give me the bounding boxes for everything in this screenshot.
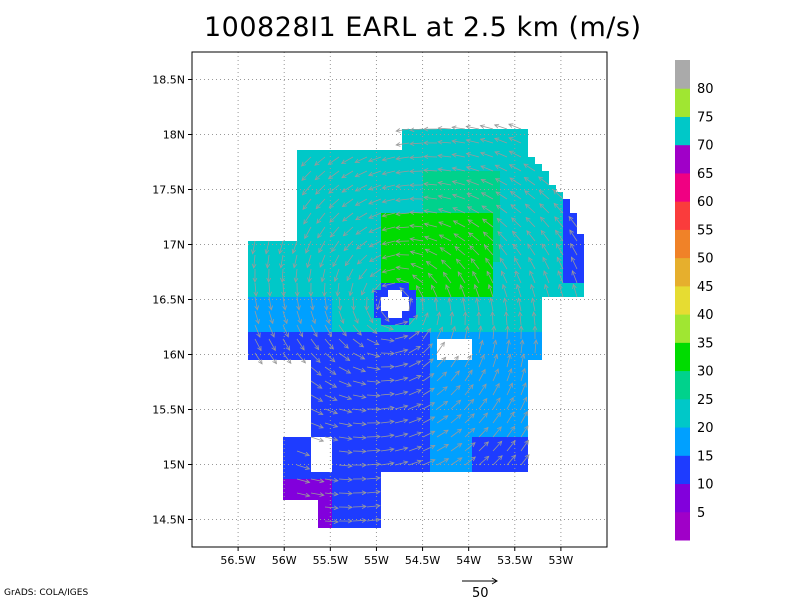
footer-credit: GrADS: COLA/IGES: [4, 588, 89, 598]
colorbar-label: 35: [697, 336, 714, 351]
colorbar-swatch: [675, 88, 690, 117]
colorbar-swatch: [675, 483, 690, 513]
colorbar-label: 50: [697, 252, 714, 267]
lon-tick-label: 55.5W: [313, 554, 348, 567]
colorbar-label: 15: [697, 449, 714, 464]
lon-tick-label: 55W: [364, 554, 389, 567]
lat-tick-label: 16N: [163, 349, 185, 362]
lon-tick-label: 54W: [456, 554, 481, 567]
colorbar-label: 10: [697, 478, 714, 493]
wind-vectors: [251, 123, 578, 524]
lat-tick-label: 15N: [163, 459, 185, 472]
lat-tick-label: 16.5N: [152, 294, 185, 307]
colorbar-label: 45: [697, 280, 714, 295]
lat-tick-label: 14.5N: [152, 514, 185, 527]
colorbar-swatch: [675, 116, 690, 146]
colorbar-swatch: [675, 60, 690, 89]
latitude-axis: 18.5N 18N 17.5N 17N 16.5N 16N 15.5N 15N 14.5N: [152, 74, 192, 527]
colorbar-swatch: [675, 370, 690, 400]
colorbar-label: 25: [697, 393, 714, 408]
colorbar-swatch: [675, 229, 690, 259]
colorbar-label: 60: [697, 195, 714, 210]
colorbar-label: 65: [697, 167, 714, 182]
longitude-axis: 56.5W 56W 55.5W 55W 54.5W 54W 53.5W 53W: [220, 547, 573, 567]
colorbar-swatch: [675, 144, 690, 174]
lat-tick-label: 17.5N: [152, 184, 185, 197]
colorbar-label: 80: [697, 82, 714, 97]
colorbar-swatch: [675, 201, 690, 230]
colorbar-swatch: [675, 455, 690, 485]
lon-tick-label: 56W: [272, 554, 297, 567]
colorbar-label: 55: [697, 223, 714, 238]
lat-tick-label: 15.5N: [152, 404, 185, 417]
lon-tick-label: 53.5W: [497, 554, 532, 567]
lon-tick-label: 56.5W: [220, 554, 255, 567]
lon-tick-label: 54.5W: [405, 554, 440, 567]
lon-tick-label: 53W: [548, 554, 573, 567]
colorbar-label: 75: [697, 110, 714, 125]
colorbar-swatch: [675, 257, 690, 287]
colorbar-label: 40: [697, 308, 714, 323]
colorbar-label: 5: [697, 506, 705, 521]
lat-tick-label: 18.5N: [152, 74, 185, 87]
wind-speed-field: [248, 129, 584, 528]
reference-vector-label: 50: [472, 586, 489, 600]
reference-vector: 50: [462, 577, 498, 600]
colorbar-label: 70: [697, 139, 714, 154]
colorbar-label: 30: [697, 365, 714, 380]
lat-tick-label: 17N: [163, 239, 185, 252]
colorbar-swatch: [675, 342, 690, 372]
colorbar-swatch: [675, 285, 690, 315]
colorbar: 5 10 15 20 25 30 35 40 45 50 55 60 65 70 75 80: [675, 60, 714, 541]
colorbar-swatch: [675, 172, 690, 202]
colorbar-label: 20: [697, 421, 714, 436]
lat-tick-label: 18N: [163, 129, 185, 142]
colorbar-swatch: [675, 314, 690, 343]
map-title: 100828I1 EARL at 2.5 km (m/s): [204, 12, 642, 43]
colorbar-swatch: [675, 511, 690, 541]
colorbar-swatch: [675, 427, 690, 456]
colorbar-swatch: [675, 398, 690, 428]
